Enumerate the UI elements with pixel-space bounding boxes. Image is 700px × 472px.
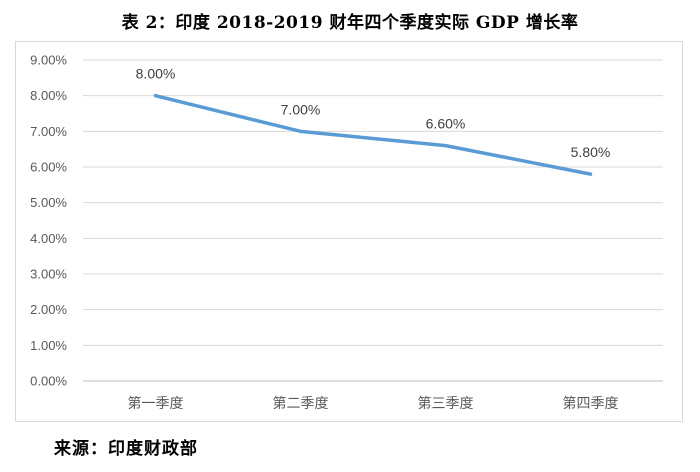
data-point — [589, 172, 592, 176]
x-tick-label: 第四季度 — [563, 395, 619, 412]
data-label: 5.80% — [571, 144, 611, 160]
y-tick-label: 8.00% — [30, 88, 67, 103]
y-tick-label: 0.00% — [30, 374, 67, 389]
y-tick-label: 6.00% — [30, 160, 67, 175]
series-line — [153, 93, 593, 176]
data-point — [299, 129, 302, 133]
y-tick-label: 9.00% — [30, 53, 67, 68]
chart-frame — [15, 41, 683, 422]
x-tick-label: 第三季度 — [418, 395, 474, 412]
data-label: 7.00% — [281, 101, 321, 117]
y-tick-label: 2.00% — [30, 302, 67, 317]
data-point — [154, 94, 157, 98]
chart-title: 表 2：印度 2018-2019 财年四个季度实际 GDP 增长率 — [121, 13, 579, 33]
y-tick-label: 4.00% — [30, 231, 67, 246]
y-tick-label: 1.00% — [30, 338, 67, 353]
data-point — [444, 144, 447, 148]
y-tick-label: 3.00% — [30, 267, 67, 282]
x-tick-label: 第一季度 — [128, 395, 184, 412]
data-label: 8.00% — [136, 66, 176, 82]
source-note: 来源：印度财政部 — [54, 439, 198, 459]
y-tick-label: 5.00% — [30, 195, 67, 210]
data-label: 6.60% — [426, 116, 466, 132]
x-tick-label: 第二季度 — [273, 395, 329, 412]
y-tick-label: 7.00% — [30, 124, 67, 139]
